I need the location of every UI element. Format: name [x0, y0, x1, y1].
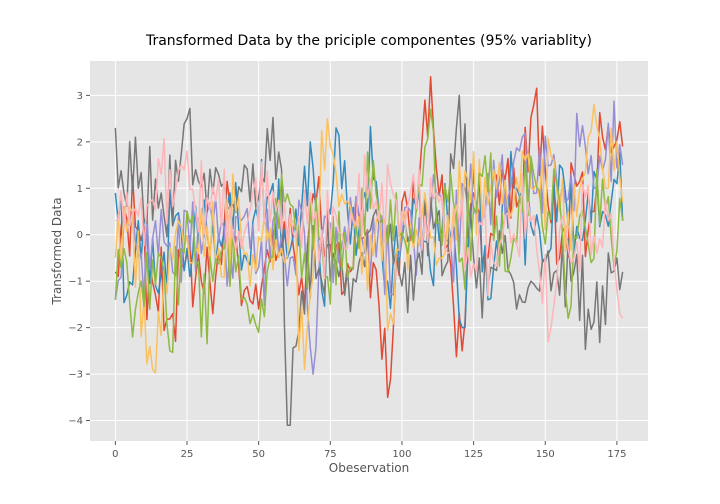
y-tick-label: −4	[68, 416, 83, 427]
y-tick-label: −3	[68, 370, 83, 381]
x-tick-label: 100	[392, 449, 411, 460]
series-line-6	[114, 108, 624, 354]
y-tick-label: 2	[77, 137, 83, 148]
y-tick-label: 3	[77, 91, 83, 102]
x-tick-label: 175	[607, 449, 626, 460]
y-axis-label: Transformed Data	[50, 197, 64, 305]
chart-title: Transformed Data by the priciple compone…	[145, 33, 592, 49]
y-ticks: −4 −3 −2 −1 0 1 2 3	[68, 91, 90, 427]
y-tick-label: −2	[68, 323, 83, 334]
x-tick-label: 0	[112, 449, 118, 460]
x-tick-label: 150	[536, 449, 555, 460]
y-tick-label: 0	[77, 230, 83, 241]
x-tick-label: 25	[181, 449, 194, 460]
x-ticks: 0 25 50 75 100 125 150 175	[112, 441, 626, 460]
y-tick-label: 1	[77, 184, 83, 195]
x-tick-label: 50	[252, 449, 265, 460]
series-line-7	[115, 137, 624, 343]
x-tick-label: 125	[464, 449, 483, 460]
y-tick-label: −1	[68, 277, 83, 288]
x-tick-label: 75	[324, 449, 337, 460]
series-group	[114, 76, 624, 426]
x-axis-label: Obeservation	[329, 461, 409, 475]
